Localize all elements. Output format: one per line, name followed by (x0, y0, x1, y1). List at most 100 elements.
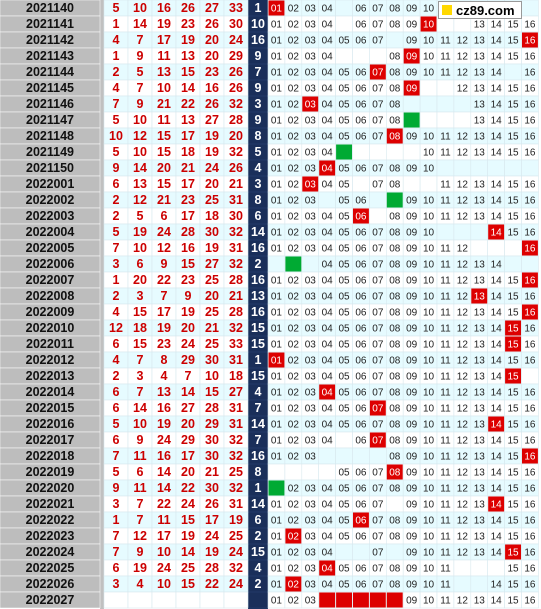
red-ball-number: 5 (113, 225, 120, 239)
distribution-number: 05 (338, 516, 350, 527)
distribution-number: 15 (507, 116, 519, 127)
distribution-cell (436, 111, 455, 129)
red-ball-number: 10 (133, 113, 147, 127)
distribution-number: 08 (389, 452, 401, 463)
distribution-number: 09 (406, 324, 418, 335)
distribution-number: 10 (423, 340, 435, 351)
red-ball-number: 33 (229, 337, 243, 351)
distribution-number: 07 (372, 532, 384, 543)
blue-ball-number: 16 (251, 449, 265, 463)
distribution-cell (352, 447, 370, 465)
red-ball-number: 21 (157, 97, 171, 111)
distribution-number: 14 (491, 532, 503, 543)
distribution-number: 12 (457, 452, 469, 463)
distribution-number: 13 (474, 276, 486, 287)
distribution-number: 15 (507, 596, 519, 607)
hit-number: 08 (389, 468, 401, 479)
red-ball-number: 8 (161, 353, 168, 367)
distribution-number: 01 (271, 580, 283, 591)
distribution-number: 02 (288, 4, 300, 15)
red-ball-number: 21 (229, 177, 243, 191)
distribution-number: 10 (423, 532, 435, 543)
red-ball-number: 9 (137, 49, 144, 63)
distribution-number: 02 (288, 324, 300, 335)
distribution-cell (453, 159, 472, 177)
period-label: 2022007 (26, 273, 75, 287)
blue-ball-number: 3 (255, 177, 262, 191)
distribution-number: 10 (423, 132, 435, 143)
distribution-number: 08 (389, 404, 401, 415)
distribution-cell (352, 175, 370, 193)
distribution-number: 10 (423, 244, 435, 255)
distribution-number: 06 (355, 36, 367, 47)
distribution-number: 04 (322, 292, 334, 303)
red-ball-number: 27 (229, 385, 243, 399)
red-ball-number: 7 (137, 497, 144, 511)
period-label: 2022009 (26, 305, 75, 319)
distribution-number: 11 (440, 52, 451, 63)
red-ball-number: 15 (157, 129, 171, 143)
distribution-number: 09 (406, 196, 418, 207)
distribution-number: 06 (355, 68, 367, 79)
red-ball-number: 19 (205, 241, 219, 255)
hit-number: 03 (305, 100, 317, 111)
distribution-number: 05 (338, 340, 350, 351)
distribution-number: 03 (305, 420, 317, 431)
red-ball-number: 30 (205, 481, 219, 495)
red-ball-number: 14 (133, 401, 147, 415)
distribution-number: 10 (423, 308, 435, 319)
distribution-number: 15 (507, 436, 519, 447)
red-ball-number: 31 (229, 353, 243, 367)
red-ball-number: 7 (113, 97, 120, 111)
red-ball-number: 1 (113, 49, 120, 63)
distribution-number: 09 (406, 372, 418, 383)
red-ball-number: 22 (157, 273, 171, 287)
red-ball-number: 28 (205, 401, 219, 415)
distribution-cell (385, 31, 404, 49)
red-ball-number: 15 (205, 385, 219, 399)
distribution-number: 02 (288, 548, 300, 559)
red-ball-number: 20 (181, 321, 195, 335)
distribution-number: 12 (457, 324, 469, 335)
distribution-number: 08 (389, 436, 401, 447)
distribution-number: 01 (271, 532, 283, 543)
red-ball-number: 26 (205, 17, 219, 31)
red-ball-number: 17 (157, 33, 171, 47)
distribution-number: 04 (322, 4, 334, 15)
red-ball-number: 18 (133, 321, 147, 335)
distribution-number: 13 (474, 324, 486, 335)
red-ball-number: 24 (181, 497, 195, 511)
site-watermark: cz89.com (438, 1, 522, 19)
period-label: 2022004 (26, 225, 75, 239)
distribution-number: 01 (271, 68, 283, 79)
distribution-number: 05 (338, 68, 350, 79)
distribution-number: 11 (440, 212, 451, 223)
red-ball-number: 23 (181, 17, 195, 31)
watermark-text: cz89.com (456, 2, 515, 18)
red-ball-cell (151, 591, 177, 609)
distribution-number: 16 (524, 436, 536, 447)
distribution-number: 09 (406, 4, 418, 15)
red-ball-number: 26 (205, 97, 219, 111)
distribution-number: 02 (288, 436, 300, 447)
distribution-number: 03 (305, 164, 317, 175)
hit-number: 01 (271, 4, 283, 15)
distribution-number: 07 (372, 244, 384, 255)
distribution-number: 09 (406, 356, 418, 367)
distribution-number: 04 (322, 244, 334, 255)
distribution-number: 08 (389, 52, 401, 63)
distribution-cell (470, 159, 488, 177)
distribution-number: 14 (491, 212, 503, 223)
distribution-number: 14 (491, 68, 503, 79)
distribution-number: 16 (524, 100, 536, 111)
distribution-number: 14 (491, 436, 503, 447)
distribution-number: 04 (322, 68, 334, 79)
red-ball-number: 24 (205, 161, 219, 175)
distribution-number: 07 (372, 20, 384, 31)
distribution-cell (453, 559, 472, 577)
distribution-number: 16 (524, 292, 536, 303)
red-ball-number: 32 (229, 145, 243, 159)
red-ball-number: 24 (229, 33, 243, 47)
distribution-cell (335, 47, 353, 65)
blue-ball-number: 6 (255, 209, 262, 223)
